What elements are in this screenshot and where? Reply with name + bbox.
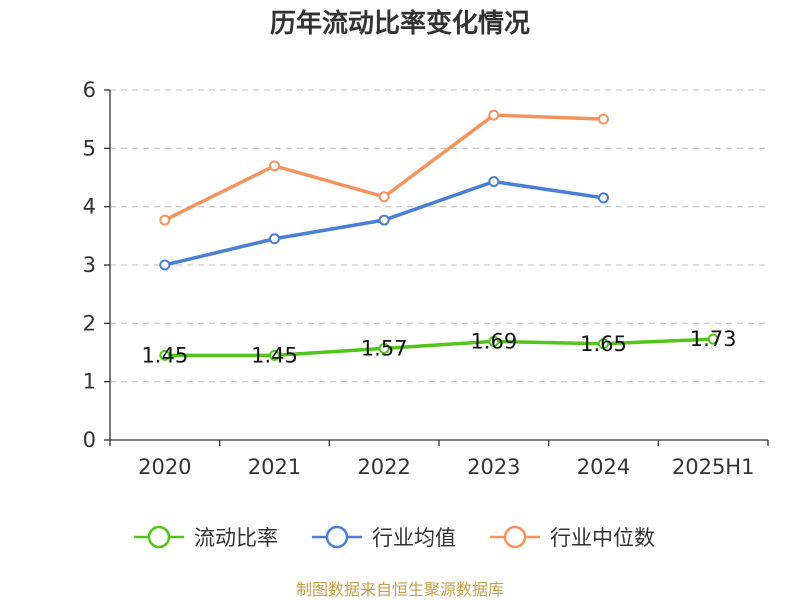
x-tick-label: 2022 (357, 455, 410, 479)
legend-label: 行业中位数 (550, 526, 655, 550)
series-line (164, 337, 714, 358)
data-point (707, 333, 719, 345)
x-tick-label: 2023 (467, 455, 520, 479)
y-tick-label: 4 (83, 195, 96, 219)
grid-lines (110, 89, 768, 383)
y-tick-label: 3 (83, 253, 96, 277)
x-tick-label: 2020 (138, 455, 191, 479)
legend-marker-icon (147, 525, 171, 549)
source-note: 制图数据来自恒生聚源数据库 (296, 580, 504, 599)
data-point (378, 342, 390, 354)
series-layer (159, 109, 719, 361)
y-tick-label: 0 (83, 428, 96, 452)
legend-item[interactable]: 流动比率 (134, 525, 278, 550)
data-point (488, 176, 500, 188)
data-point (378, 214, 390, 226)
data-label: 1.73 (690, 327, 737, 351)
series-line (164, 113, 604, 222)
legend-label: 流动比率 (194, 526, 278, 550)
legend-marker-icon (503, 525, 527, 549)
x-tick-label: 2024 (577, 455, 630, 479)
y-tick-label: 1 (83, 370, 96, 394)
legend-item[interactable]: 行业均值 (312, 525, 456, 550)
y-tick-label: 5 (83, 136, 96, 160)
data-point (159, 214, 171, 226)
data-label: 1.69 (470, 329, 517, 353)
legend: 流动比率 行业均值 行业中位数 (134, 525, 655, 550)
y-tick-label: 6 (83, 78, 96, 102)
data-label: 1.45 (251, 343, 298, 367)
data-point (598, 192, 609, 204)
data-label: 1.45 (141, 343, 188, 367)
legend-marker-icon (325, 525, 349, 549)
data-point (269, 349, 280, 361)
data-point (378, 191, 390, 203)
data-label: 1.57 (361, 336, 408, 360)
data-point (488, 335, 500, 347)
data-point (269, 160, 280, 172)
chart-title: 历年流动比率变化情况 (270, 8, 530, 39)
data-point (598, 113, 609, 125)
x-tick-label: 2021 (248, 455, 301, 479)
legend-item[interactable]: 行业中位数 (490, 525, 655, 550)
data-labels: 1.45 1.45 1.57 1.69 1.65 1.73 (141, 327, 736, 367)
data-label: 1.65 (580, 332, 627, 356)
data-point (269, 233, 280, 245)
x-tick-label: 2025H1 (672, 455, 755, 479)
data-point (159, 349, 171, 361)
data-point (488, 109, 500, 121)
data-point (159, 259, 171, 271)
axes: 0 1 2 3 4 5 6 2020 2021 2022 2023 2024 2025H1 (83, 78, 769, 479)
data-point (598, 338, 609, 350)
legend-label: 行业均值 (372, 526, 456, 550)
y-tick-label: 2 (83, 311, 96, 335)
